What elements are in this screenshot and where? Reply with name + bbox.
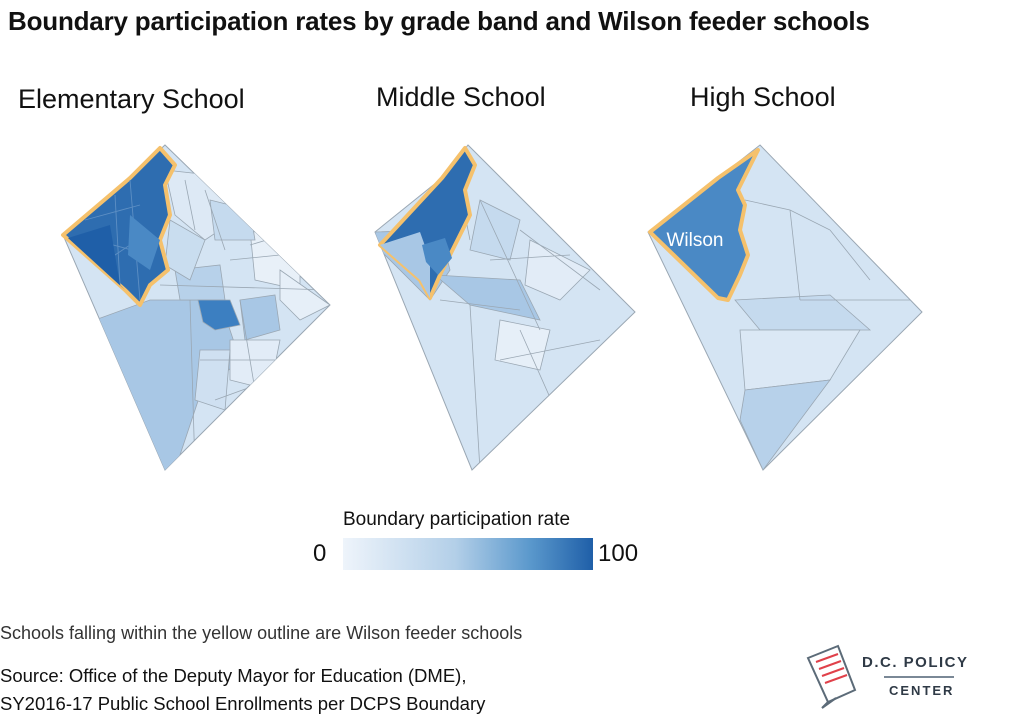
district-zone xyxy=(524,239,591,301)
feeder-zone-light xyxy=(380,232,430,298)
middle-school-map xyxy=(374,144,636,471)
feeder-zone-mid xyxy=(128,215,160,270)
district-zone xyxy=(197,299,241,331)
district-zone xyxy=(209,199,256,241)
elementary-map-label: Elementary School xyxy=(18,84,245,114)
district-zone xyxy=(739,379,831,470)
logo-text-line2: CENTER xyxy=(889,683,955,698)
district-boundary-lines xyxy=(744,199,910,301)
source-note: Source: Office of the Deputy Mayor for E… xyxy=(0,662,485,718)
elementary-school-map xyxy=(61,144,331,471)
district-zone xyxy=(164,219,206,281)
logo-divider xyxy=(884,676,954,678)
source-line-2: SY2016-17 Public School Enrollments per … xyxy=(0,693,486,714)
district-zone xyxy=(494,319,551,371)
feeder-zone-mid xyxy=(422,238,452,275)
logo-text-line1: D.C. POLICY xyxy=(862,654,969,671)
district-zone xyxy=(734,294,872,331)
dc-policy-center-logo-icon xyxy=(806,644,857,709)
district-zone xyxy=(194,349,231,411)
high-school-map: Wilson xyxy=(647,144,923,471)
legend-title: Boundary participation rate xyxy=(343,509,571,530)
feeder-zone-dark xyxy=(68,225,125,290)
feeder-zone-lines xyxy=(84,179,151,301)
legend-color-ramp xyxy=(343,538,593,570)
wilson-region-label: Wilson xyxy=(666,230,723,251)
source-line-1: Source: Office of the Deputy Mayor for E… xyxy=(0,665,467,686)
legend-min-label: 0 xyxy=(313,540,327,567)
middle-map-label: Middle School xyxy=(376,82,546,112)
chart-title: Boundary participation rates by grade ba… xyxy=(8,6,870,36)
wilson-feeder-area-high xyxy=(648,148,760,302)
high-map-label: High School xyxy=(690,82,836,112)
district-zone xyxy=(433,274,541,321)
district-zone xyxy=(279,269,330,321)
footnote: Schools falling within the yellow outlin… xyxy=(0,623,523,643)
district-zone xyxy=(469,199,521,261)
legend-max-label: 100 xyxy=(598,540,639,567)
district-zone xyxy=(239,294,281,341)
